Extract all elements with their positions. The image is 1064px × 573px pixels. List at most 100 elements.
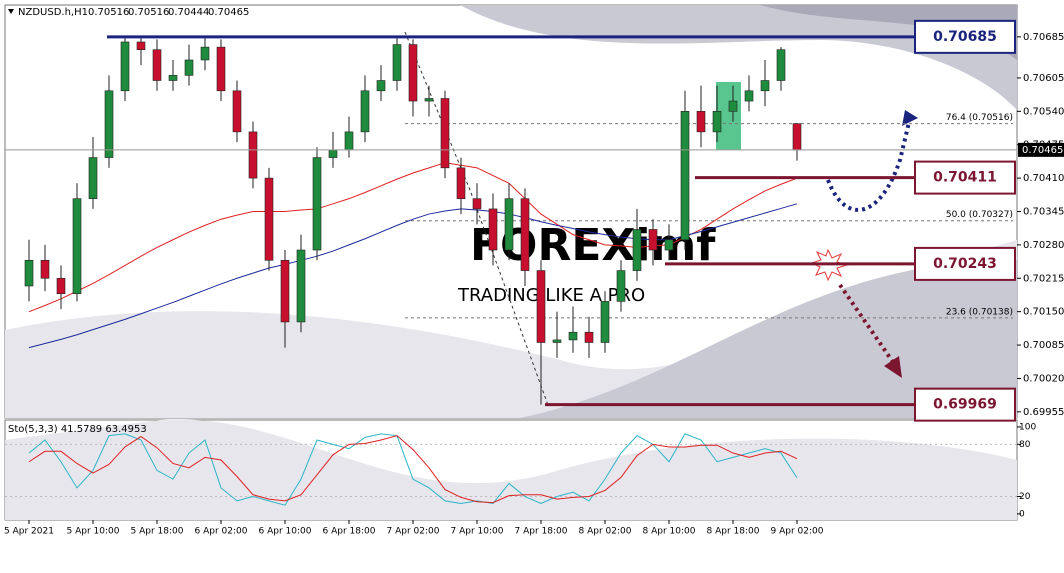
forecast-arrow [826, 117, 912, 212]
fib-label: 76.4 (0.70516) [946, 113, 1013, 123]
candle-body [504, 198, 514, 251]
stoch-tick-label: 100 [1019, 422, 1036, 432]
candle-body [24, 259, 34, 287]
y-tick-label: 0.70085 [1023, 340, 1064, 351]
candle-body [536, 270, 546, 343]
x-tick-label: 8 Apr 02:00 [579, 527, 632, 537]
x-tick-label: 7 Apr 02:00 [387, 527, 440, 537]
y-tick-label: 0.70540 [1023, 106, 1064, 117]
level-label: 0.70243 [933, 256, 997, 272]
candle-body [344, 131, 354, 151]
candle-body [584, 331, 594, 343]
candle-body [520, 198, 530, 271]
candle-body [232, 90, 242, 133]
current-price-box [1018, 142, 1064, 157]
menu-triangle[interactable] [8, 9, 14, 14]
candle-body [664, 239, 674, 251]
forecast-arrow [838, 283, 897, 367]
decor-swoosh [5, 419, 1017, 520]
x-tick-label: 5 Apr 18:00 [131, 527, 184, 537]
x-tick-label: 5 Apr 2021 [4, 527, 54, 537]
candle-body [792, 123, 802, 151]
y-tick-label: 0.70605 [1023, 73, 1064, 84]
candle-body [632, 229, 642, 271]
current-price-label: 0.70465 [1022, 145, 1063, 156]
y-tick-label: 0.70150 [1023, 307, 1064, 318]
x-tick-label: 8 Apr 18:00 [707, 527, 760, 537]
candle-body [424, 98, 434, 102]
candle-body [472, 198, 482, 210]
candle-body [728, 100, 738, 112]
candle-body [440, 98, 450, 169]
stoch-line [28, 435, 798, 504]
candle-body [680, 111, 690, 241]
stoch-tick-label: 20 [1019, 492, 1031, 502]
decor-swoosh [460, 5, 1017, 110]
candle-body [648, 229, 658, 251]
candle-body [616, 270, 626, 302]
candle-body [376, 80, 386, 92]
fib-label: 50.0 (0.70327) [946, 210, 1013, 220]
y-tick-label: 0.70215 [1023, 273, 1064, 284]
candle-body [296, 249, 306, 323]
candle-body [456, 167, 466, 199]
y-tick-label: 0.70685 [1023, 32, 1064, 43]
candle-body [392, 44, 402, 81]
candle-body [280, 259, 290, 323]
candle-body [776, 49, 786, 81]
candle-body [744, 90, 754, 102]
candle-body [200, 46, 210, 61]
candle-body [568, 331, 578, 341]
y-tick-label: 0.70280 [1023, 240, 1064, 251]
level-box [914, 387, 1016, 422]
candle-body [40, 259, 50, 279]
x-tick-label: 5 Apr 10:00 [67, 527, 120, 537]
stoch-tick-label: 0 [1019, 509, 1025, 519]
y-tick-label: 0.70410 [1023, 173, 1064, 184]
level-box [914, 160, 1016, 195]
candle-body [168, 75, 178, 81]
candle-body [600, 301, 610, 343]
quote-high: 0.70516 [128, 7, 169, 18]
candle-body [184, 59, 194, 76]
x-tick-label: 8 Apr 10:00 [643, 527, 696, 537]
level-label: 0.69969 [933, 397, 997, 413]
candle-body [488, 208, 498, 251]
fib-trend-line [404, 31, 549, 406]
decor-swoosh [760, 5, 1017, 60]
y-tick-label: 0.70345 [1023, 207, 1064, 218]
candle-body [264, 177, 274, 261]
arrow-head [884, 356, 902, 378]
candle-body [104, 90, 114, 158]
candle-body [72, 198, 82, 294]
candle-body [760, 80, 770, 92]
x-tick-label: 7 Apr 18:00 [515, 527, 568, 537]
quote-low: 0.70444 [168, 7, 209, 18]
x-tick-label: 9 Apr 02:00 [771, 527, 824, 537]
candle-body [152, 49, 162, 81]
quote-open: 0.70516 [88, 7, 129, 18]
candle-body [408, 44, 418, 102]
candle-body [248, 131, 258, 179]
candle-body [120, 41, 130, 92]
stoch-line [28, 433, 798, 506]
level-label: 0.70685 [933, 29, 997, 45]
arrow-head [902, 110, 918, 126]
candle-body [552, 339, 562, 343]
x-tick-label: 6 Apr 18:00 [323, 527, 376, 537]
x-tick-label: 6 Apr 10:00 [259, 527, 312, 537]
candle-body [360, 90, 370, 133]
stoch-tick-label: 80 [1019, 440, 1031, 450]
candle-body [136, 41, 146, 50]
watermark-tagline: TRADING LIKE A PRO [457, 285, 645, 306]
candle-body [88, 157, 98, 199]
x-tick-label: 7 Apr 10:00 [451, 527, 504, 537]
y-tick-label: 0.69955 [1023, 407, 1064, 418]
candle-body [216, 46, 226, 92]
candle-body [696, 111, 706, 133]
fib-label: 23.6 (0.70138) [946, 307, 1013, 317]
level-box [914, 246, 1016, 281]
symbol-title: NZDUSD.h,H1 [18, 7, 88, 18]
y-tick-label: 0.70020 [1023, 373, 1064, 384]
